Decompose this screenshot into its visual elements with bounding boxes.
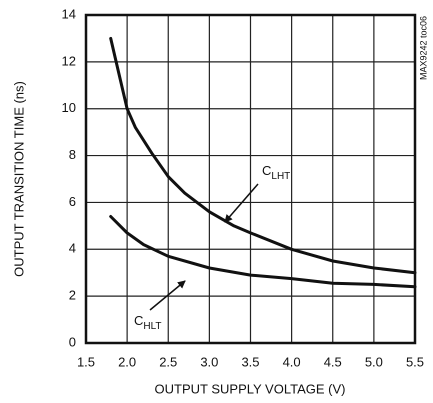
leader-arrow xyxy=(149,280,186,311)
x-tick-label: 1.5 xyxy=(77,354,95,369)
y-tick-label: 4 xyxy=(69,241,76,256)
line xyxy=(109,36,417,275)
y-tick-label: 10 xyxy=(62,100,76,115)
series-label: CHLT xyxy=(134,313,162,331)
y-tick-label: 8 xyxy=(69,147,76,162)
y-tick-label: 2 xyxy=(69,288,76,303)
leader-arrow xyxy=(224,183,259,223)
x-tick-label: 3.5 xyxy=(241,354,259,369)
plot-frame xyxy=(84,13,417,345)
y-tick-label: 0 xyxy=(69,334,76,349)
x-tick-label: 2.5 xyxy=(159,354,177,369)
x-tick-label: 5.0 xyxy=(365,354,383,369)
figure-id: MAX9242 toc06 xyxy=(418,16,428,80)
x-tick-label: 4.0 xyxy=(283,354,301,369)
series-label-subscript: HLT xyxy=(143,321,161,332)
y-tick-label: 6 xyxy=(69,194,76,209)
y-tick-label: 12 xyxy=(62,53,76,68)
series-label-main: C xyxy=(262,163,271,178)
x-tick-label: 3.0 xyxy=(200,354,218,369)
series-label-subscript: LHT xyxy=(271,171,290,182)
y-axis-title: OUTPUT TRANSITION TIME (ns) xyxy=(11,81,26,277)
series-label-main: C xyxy=(134,313,143,328)
line xyxy=(109,215,417,289)
x-tick-label: 4.5 xyxy=(324,354,342,369)
x-tick-label: 5.5 xyxy=(406,354,424,369)
x-tick-label: 2.0 xyxy=(118,354,136,369)
x-axis-title: OUTPUT SUPPLY VOLTAGE (V) xyxy=(155,381,346,396)
series-label: CLHT xyxy=(262,163,290,181)
y-tick-label: 14 xyxy=(62,6,76,21)
